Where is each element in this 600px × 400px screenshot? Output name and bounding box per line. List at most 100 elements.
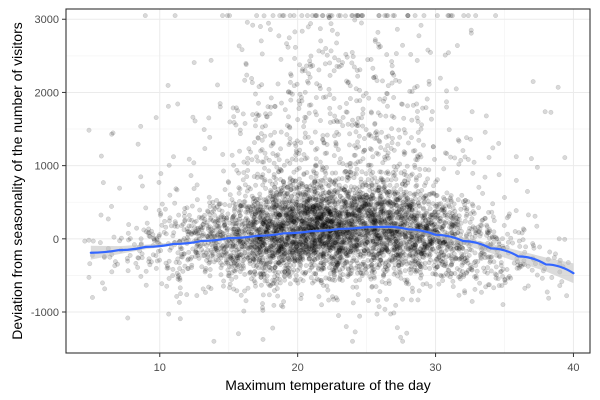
- data-point: [377, 289, 383, 295]
- data-point: [478, 251, 484, 256]
- data-point: [244, 174, 250, 179]
- data-point: [448, 246, 454, 251]
- data-point: [362, 136, 367, 141]
- data-point: [174, 270, 180, 276]
- data-point: [344, 210, 350, 215]
- data-point: [414, 157, 420, 163]
- data-point: [126, 222, 132, 227]
- data-point: [323, 181, 329, 186]
- data-point: [430, 201, 436, 207]
- data-point: [389, 80, 395, 86]
- data-point: [432, 157, 437, 162]
- data-point: [448, 271, 454, 277]
- data-point: [464, 249, 469, 254]
- data-point: [426, 221, 432, 226]
- data-point: [243, 298, 249, 304]
- data-point: [358, 176, 364, 182]
- data-point: [392, 212, 398, 217]
- data-point: [307, 267, 312, 273]
- data-point: [204, 243, 209, 248]
- data-point: [349, 50, 355, 55]
- data-point: [242, 199, 248, 205]
- data-point: [412, 258, 418, 264]
- data-point: [165, 83, 171, 88]
- data-point: [326, 276, 332, 281]
- data-point: [371, 75, 377, 80]
- data-point: [262, 213, 268, 218]
- data-point: [366, 95, 372, 101]
- data-point: [276, 169, 282, 174]
- data-point: [260, 270, 266, 276]
- data-point: [360, 93, 366, 99]
- data-point: [369, 214, 375, 219]
- data-point: [407, 203, 413, 208]
- data-point: [163, 260, 169, 266]
- data-point: [312, 250, 317, 256]
- data-point: [299, 157, 304, 163]
- data-point: [304, 63, 309, 69]
- data-point: [279, 200, 285, 206]
- data-point: [360, 182, 366, 188]
- data-point: [350, 54, 356, 59]
- data-point: [259, 137, 265, 143]
- data-point: [302, 251, 308, 257]
- data-point: [439, 243, 445, 249]
- data-point: [170, 273, 176, 278]
- data-point: [383, 134, 389, 140]
- data-point: [285, 191, 290, 197]
- data-point: [100, 280, 105, 286]
- data-point: [340, 115, 346, 120]
- data-point: [260, 172, 266, 178]
- data-point: [428, 257, 433, 263]
- data-point: [376, 44, 382, 50]
- data-point: [354, 239, 359, 245]
- data-point: [360, 123, 366, 129]
- data-point: [402, 268, 408, 274]
- data-point: [385, 150, 391, 156]
- data-point: [293, 273, 299, 278]
- data-point: [264, 260, 270, 266]
- data-point: [334, 40, 339, 46]
- data-point: [357, 87, 362, 93]
- data-point: [186, 249, 192, 255]
- data-point: [373, 182, 379, 188]
- data-point: [370, 219, 376, 225]
- data-point: [186, 156, 192, 162]
- data-point: [303, 184, 309, 189]
- data-point: [407, 191, 413, 196]
- data-point: [141, 227, 147, 233]
- data-point: [401, 189, 407, 195]
- data-point: [484, 224, 490, 230]
- data-point: [373, 130, 378, 136]
- data-point: [303, 225, 309, 231]
- data-point: [290, 177, 295, 183]
- data-point: [302, 220, 307, 226]
- data-point: [322, 61, 328, 67]
- data-point: [291, 262, 297, 268]
- data-point: [347, 195, 353, 200]
- data-point: [331, 269, 337, 275]
- data-point: [354, 284, 360, 290]
- data-point: [152, 236, 157, 242]
- data-point: [474, 230, 480, 236]
- data-point: [460, 245, 465, 251]
- data-point: [355, 292, 361, 297]
- data-point: [369, 262, 375, 268]
- data-point: [359, 262, 365, 267]
- data-point: [285, 215, 291, 221]
- data-point: [310, 248, 316, 254]
- data-point: [309, 140, 314, 145]
- data-point: [277, 13, 283, 18]
- data-point: [407, 207, 412, 213]
- data-point: [181, 251, 187, 257]
- data-point: [200, 225, 206, 231]
- data-point: [496, 141, 502, 146]
- data-point: [370, 154, 376, 160]
- data-point: [384, 296, 389, 302]
- data-point: [430, 144, 436, 150]
- data-point: [260, 337, 266, 342]
- data-point: [337, 255, 343, 260]
- data-point: [262, 165, 267, 171]
- data-point: [326, 86, 332, 92]
- data-point: [318, 178, 324, 183]
